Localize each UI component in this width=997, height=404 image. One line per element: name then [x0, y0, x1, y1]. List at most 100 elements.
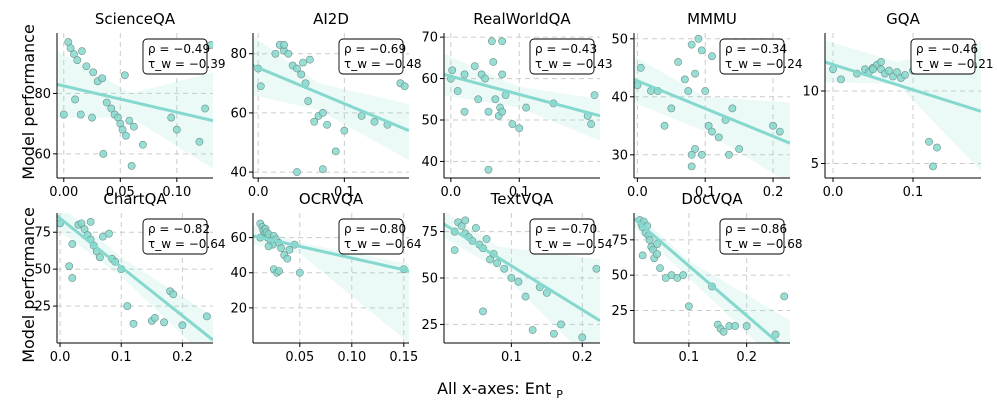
stat-rho: ρ = −0.34	[725, 42, 787, 56]
regression-line-chartqa	[57, 214, 213, 342]
stat-tau: τ_w = −0.39	[148, 57, 226, 71]
data-point	[139, 140, 147, 149]
y-tick-label: 10	[802, 85, 819, 100]
data-point	[697, 150, 706, 159]
stat-rho: ρ = −0.70	[535, 222, 597, 236]
x-tick-label: 0.10	[337, 350, 366, 365]
data-point	[498, 107, 507, 116]
data-point	[178, 321, 187, 330]
x-tick-label: 0.2	[172, 350, 193, 365]
y-tick-label: 50	[34, 263, 51, 278]
panel-gqa: 0.0 0.1 5 10 GQA ρ = −0.46τ_w = −0.21	[802, 10, 993, 200]
panel-title-chartqa: ChartQA	[103, 190, 167, 208]
data-point	[129, 122, 138, 131]
y-tick-label: 60	[230, 231, 247, 246]
data-point	[656, 264, 664, 273]
data-point	[275, 267, 283, 275]
x-tick-label: 0.00	[49, 185, 78, 200]
data-point	[691, 69, 699, 78]
data-point	[102, 98, 111, 107]
data-point	[89, 68, 98, 77]
data-point	[68, 274, 77, 282]
y-tick-label: 75	[611, 233, 628, 248]
panel-title-realworldqa: RealWorldQA	[473, 10, 571, 28]
x-tick-label: 0.1	[903, 185, 924, 200]
y-tick-label: 40	[230, 166, 247, 181]
panel-title-gqa: GQA	[886, 10, 920, 28]
data-point	[318, 165, 327, 174]
data-point	[474, 95, 483, 104]
data-point	[295, 268, 304, 277]
y-tick-label: 60	[230, 106, 247, 121]
data-point	[285, 245, 294, 254]
y-axis-label: Model performance	[19, 24, 38, 180]
data-point	[169, 290, 178, 299]
data-point	[123, 302, 132, 310]
data-point	[735, 145, 744, 153]
data-point	[323, 120, 332, 129]
data-point	[636, 63, 645, 72]
data-point	[528, 326, 537, 334]
data-point	[202, 312, 211, 321]
data-point	[460, 107, 469, 116]
regression-line-ai2d	[253, 64, 409, 133]
stat-rho: ρ = −0.69	[344, 42, 406, 56]
data-point	[284, 49, 293, 58]
data-point	[150, 313, 159, 322]
data-point	[256, 82, 265, 91]
data-point	[769, 121, 777, 130]
panel-chartqa: 0.0 0.1 0.2 25 50 75 ChartQA ρ = −0.82τ_w = −0.…	[34, 190, 225, 365]
data-point	[728, 104, 737, 113]
data-point	[653, 250, 662, 258]
data-point	[304, 97, 313, 105]
regression-line-mmmu	[634, 78, 790, 145]
panel-title-docvqa: DocVQA	[681, 190, 743, 208]
data-point	[557, 320, 565, 329]
y-tick-label: 25	[421, 318, 438, 333]
stat-tau: τ_w = −0.48	[344, 57, 422, 71]
data-point	[160, 318, 168, 327]
regression-line-gqa	[825, 60, 981, 113]
data-point	[331, 147, 340, 156]
data-point	[280, 40, 288, 49]
data-point	[708, 52, 716, 61]
data-point	[65, 262, 74, 271]
data-point	[674, 58, 682, 66]
x-tick-label: 0.0	[248, 185, 269, 200]
data-point	[76, 110, 85, 119]
data-point	[457, 222, 466, 230]
regression-line-realworldqa	[444, 72, 600, 118]
data-point	[500, 264, 509, 273]
y-tick-label: 50	[611, 32, 628, 47]
x-tick-label: 0.2	[736, 350, 757, 365]
data-point	[461, 216, 470, 225]
stat-rho: ρ = −0.80	[344, 222, 406, 236]
data-point	[578, 333, 587, 342]
x-axis-label: All x-axes: Ent P	[437, 379, 563, 401]
data-point	[498, 37, 507, 46]
data-point	[82, 62, 91, 71]
data-point	[118, 125, 127, 134]
stat-tau: τ_w = −0.24	[725, 57, 803, 71]
x-tick-label: 0.1	[111, 350, 132, 365]
data-point	[719, 327, 728, 336]
data-point	[484, 107, 493, 116]
panel-ocrvqa: 0.05 0.10 0.15 20 40 60 OCRVQA ρ = −0.80τ_w = −…	[230, 190, 421, 365]
data-point	[885, 66, 893, 75]
data-point	[684, 302, 693, 311]
data-point	[448, 66, 457, 75]
data-point	[122, 131, 130, 140]
data-point	[731, 322, 740, 330]
data-point	[687, 162, 696, 171]
data-point	[929, 162, 937, 171]
x-tick-label: 0.1	[695, 185, 716, 200]
data-point	[68, 240, 77, 248]
panel-title-scienceqa: ScienceQA	[95, 10, 176, 28]
x-tick-label: 0.1	[334, 185, 355, 200]
data-point	[59, 110, 68, 119]
y-tick-label: 60	[34, 147, 51, 162]
stats-box	[338, 38, 404, 75]
data-point	[283, 254, 292, 263]
data-point	[498, 70, 507, 79]
